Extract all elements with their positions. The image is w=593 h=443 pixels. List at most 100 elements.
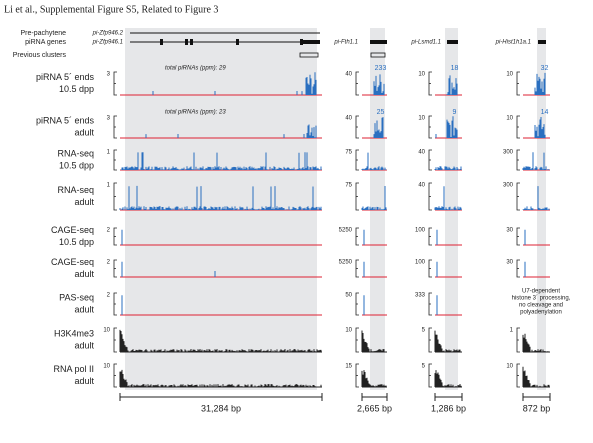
scale-bracket [428,227,432,246]
scale-bracket [355,71,359,96]
signal [434,166,462,170]
signal [120,152,322,170]
scale-bracket [113,227,117,246]
track-label: 10.5 dpp [59,237,94,247]
signal [522,186,550,210]
scale-bracket [516,71,520,96]
signal [522,152,550,170]
exon [190,39,193,45]
scale-bracket [428,182,432,211]
figure-header: Li et al., Supplemental Figure S5, Relat… [4,4,218,15]
note: polyadenylation [520,310,562,316]
gene-name: pi-Zfp946.2 [92,31,124,37]
scale-bracket [516,227,520,246]
scale-value: 2 [107,293,111,299]
scale-value: 300 [503,150,514,156]
scale-value: 1 [510,328,514,334]
signal [373,117,384,138]
scale-bracket [428,115,432,139]
scale-bracket [516,182,520,211]
scale-value: 5250 [339,260,353,266]
scale-value: 10 [345,328,352,334]
scale-bar-label: 2,665 bp [357,403,392,413]
exon [160,39,163,45]
gene-body [447,40,458,44]
count: 9 [453,109,457,116]
count: 25 [377,109,385,116]
track-label: adult [74,127,94,137]
track-label: adult [74,304,94,314]
scale-bracket [516,259,520,278]
scale-value: 100 [415,228,426,234]
signal [361,330,387,352]
track-label: CAGE-seq [51,225,94,235]
scale-value: 10 [418,72,425,78]
gene-name: pi-Lsmd1.1 [410,40,441,46]
signal [434,330,461,352]
scale-bracket [113,149,117,171]
scale-bracket [113,182,117,211]
track-label: RNA pol II [53,364,94,374]
signal [361,152,387,170]
scale-value: 30 [506,260,513,266]
gene-body [370,40,387,44]
scale-value: 5 [422,328,426,334]
scale-bracket [113,71,117,96]
scale-bracket [428,149,432,171]
gene-name: pi-Hist1h1a.1 [495,40,531,46]
scale-bracket [113,363,117,388]
scale-bar [522,393,551,401]
scale-bracket [355,115,359,139]
cluster [370,52,386,58]
track-label: H3K4me3 [54,328,94,338]
gene-name: pi-Fth1.1 [333,40,358,46]
count: 14 [541,109,549,116]
shade [537,28,546,390]
signal [361,186,387,210]
scale-bracket [516,327,520,353]
scale-value: 75 [345,183,352,189]
scale-value: 30 [506,228,513,234]
scale-value: 40 [345,116,352,122]
count: 32 [541,65,549,72]
track-label: piRNA 5´ ends [36,115,95,125]
signal [145,124,317,138]
scale-value: 10 [103,328,110,334]
scale-bar [119,393,323,401]
signal [446,75,458,95]
row-label: Pre-pachytene [20,30,66,37]
scale-bar-label: 31,284 bp [201,403,241,413]
track-label: PAS-seq [59,292,94,302]
scale-value: 15 [345,364,352,370]
signal [534,72,546,95]
track-label: 10.5 dpp [59,160,94,170]
scale-bracket [428,363,432,388]
signal [522,366,550,387]
track-label: piRNA 5´ ends [36,72,95,82]
scale-value: 3 [107,72,111,78]
total: total piRNAs (ppm): 23 [165,110,226,116]
exon [185,39,188,45]
scale-value: 5250 [339,228,353,234]
note: U7-dependent [522,289,560,295]
scale-bracket [355,259,359,278]
scale-value: 300 [503,183,514,189]
signal [534,117,546,138]
track-label: RNA-seq [57,148,94,158]
scale-bar [434,393,463,401]
scale-value: 5 [422,364,426,370]
scale-bracket [113,259,117,278]
track-label: CAGE-seq [51,257,94,267]
scale-value: 1 [107,150,111,156]
scale-bracket [428,292,432,316]
signal [119,369,322,387]
scale-bar [361,393,388,401]
signal [373,74,385,95]
track-label: RNA-seq [57,185,94,195]
signal [434,370,462,387]
scale-bracket [355,292,359,316]
scale-bracket [113,115,117,139]
signal [119,185,322,210]
scale-value: 2 [107,260,111,266]
